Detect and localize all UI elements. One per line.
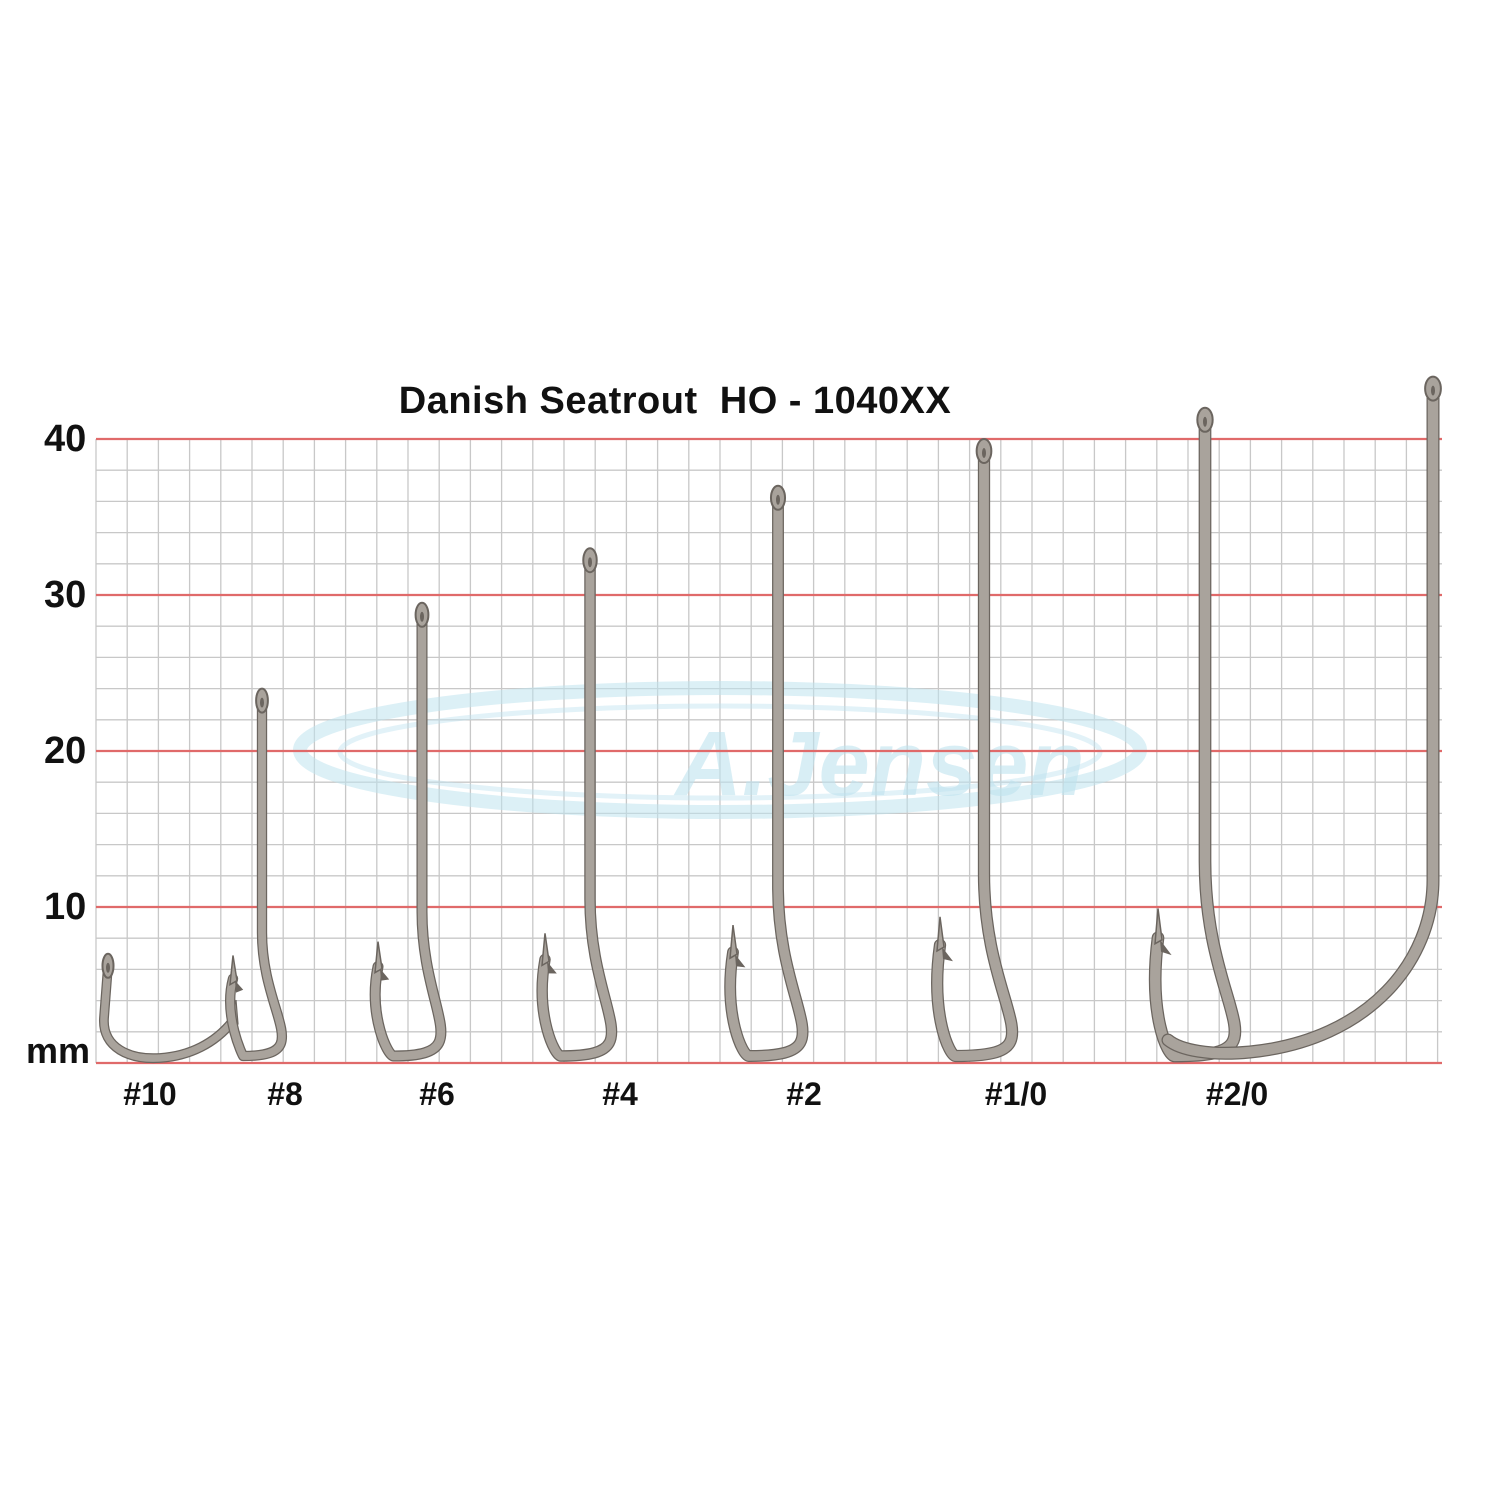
hook-eye-hole <box>982 448 986 458</box>
hook-size-label: #2 <box>786 1076 822 1112</box>
y-tick-label-40: 40 <box>44 418 87 460</box>
hook-eye-hole <box>776 494 780 505</box>
hook-barb <box>735 954 746 968</box>
hook-eye-hole <box>1203 416 1207 427</box>
hook-size-1-0 <box>931 438 1019 1063</box>
hook-size-label: #1/0 <box>984 1076 1048 1112</box>
hook-barb <box>235 980 244 993</box>
hook-barb <box>1160 939 1172 956</box>
hook-barb <box>547 961 557 974</box>
hook-size-label: #8 <box>267 1076 303 1112</box>
hook-point <box>1154 908 1163 946</box>
watermark-text: A.Jensen <box>673 713 1084 815</box>
chart-title: Danish Seatrout HO - 1040XX <box>398 380 952 422</box>
y-tick-label-20: 20 <box>44 730 87 772</box>
hooks-group <box>99 375 1442 1064</box>
hook-wire <box>370 610 446 1061</box>
hook-wire <box>725 493 808 1061</box>
hook-barb <box>380 968 390 981</box>
hook-wire <box>100 962 236 1062</box>
hook-point <box>374 941 383 974</box>
hook-eye-hole <box>1431 385 1435 396</box>
hook-point <box>729 924 738 960</box>
hook-size-2-0 <box>1148 406 1242 1063</box>
hook-barb <box>942 947 953 962</box>
hook-size-2 <box>724 484 809 1062</box>
y-tick-label-30: 30 <box>44 574 87 616</box>
hook-eye-hole <box>420 611 424 622</box>
hook-eye-hole <box>106 962 110 973</box>
hook-wire <box>1162 381 1439 1059</box>
hook-point <box>229 955 238 986</box>
y-tick-label-10: 10 <box>44 886 87 928</box>
hook-point <box>541 933 550 967</box>
hook-eye-hole <box>588 557 592 568</box>
hook-wire-outline <box>1148 413 1242 1063</box>
hook-size-6 <box>369 601 447 1062</box>
y-unit-label: mm <box>26 1030 91 1071</box>
hook-size-label: #2/0 <box>1205 1076 1269 1112</box>
hook-wire <box>226 696 286 1060</box>
hook-wire <box>932 446 1017 1061</box>
hook-size-label: #4 <box>602 1076 638 1112</box>
hook-point <box>936 916 945 953</box>
hook-eye-hole <box>260 697 264 708</box>
hook-size-label: #6 <box>419 1076 455 1112</box>
hook-size-8 <box>225 687 287 1062</box>
hook-size-label: #10 <box>123 1076 177 1112</box>
grid-major-lines <box>96 437 1442 1065</box>
hook-wire <box>537 555 617 1061</box>
hook-size-4 <box>536 547 618 1062</box>
hook-largest <box>1161 375 1442 1060</box>
